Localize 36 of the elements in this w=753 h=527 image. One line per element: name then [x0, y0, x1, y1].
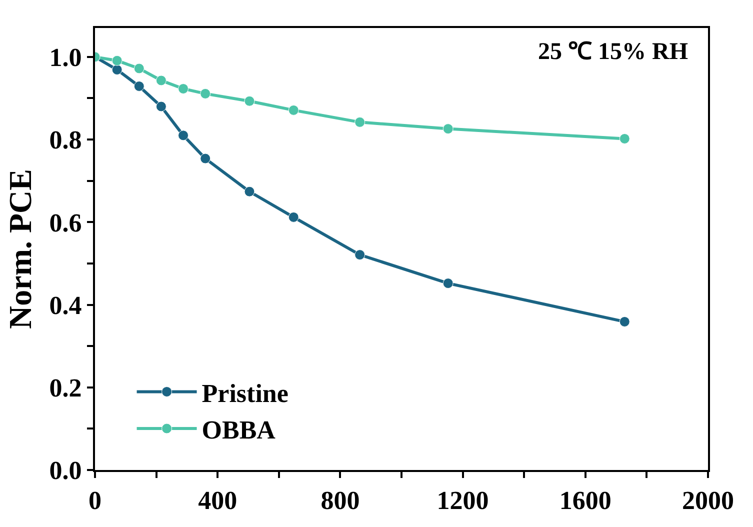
point	[244, 186, 255, 197]
y-tick-label: 0.0	[49, 456, 82, 486]
point	[200, 88, 211, 99]
point	[112, 55, 122, 66]
y-axis-title: Norm. PCE	[2, 169, 38, 329]
x-tick-label: 400	[198, 486, 238, 516]
point	[178, 130, 189, 141]
legend-label: OBBA	[202, 416, 276, 445]
x-tick-label: 2000	[682, 486, 734, 516]
x-tick-label: 1600	[559, 486, 612, 516]
point	[134, 63, 144, 74]
point	[156, 75, 166, 86]
x-tick-label: 1200	[436, 486, 489, 516]
y-tick-label: 0.2	[49, 373, 82, 402]
legend-label: Pristine	[202, 378, 288, 408]
point	[442, 278, 454, 289]
y-tick-label: 0.6	[49, 208, 82, 238]
y-tick-label: 1.0	[49, 43, 82, 72]
point	[288, 212, 299, 222]
point	[442, 124, 454, 134]
point	[156, 101, 166, 112]
point	[619, 133, 630, 144]
y-tick-label: 0.8	[49, 126, 82, 155]
point	[200, 153, 211, 164]
point	[112, 64, 122, 75]
x-tick-label: 0	[88, 486, 102, 516]
point	[244, 96, 255, 106]
point	[619, 316, 630, 327]
y-tick-label: 0.4	[49, 290, 82, 320]
point	[354, 250, 366, 260]
annotation: 25 ℃ 15% RH	[538, 39, 688, 65]
point	[288, 104, 299, 116]
point	[354, 116, 366, 128]
point	[178, 83, 189, 94]
point	[134, 80, 144, 92]
x-tick-label: 800	[320, 486, 360, 516]
